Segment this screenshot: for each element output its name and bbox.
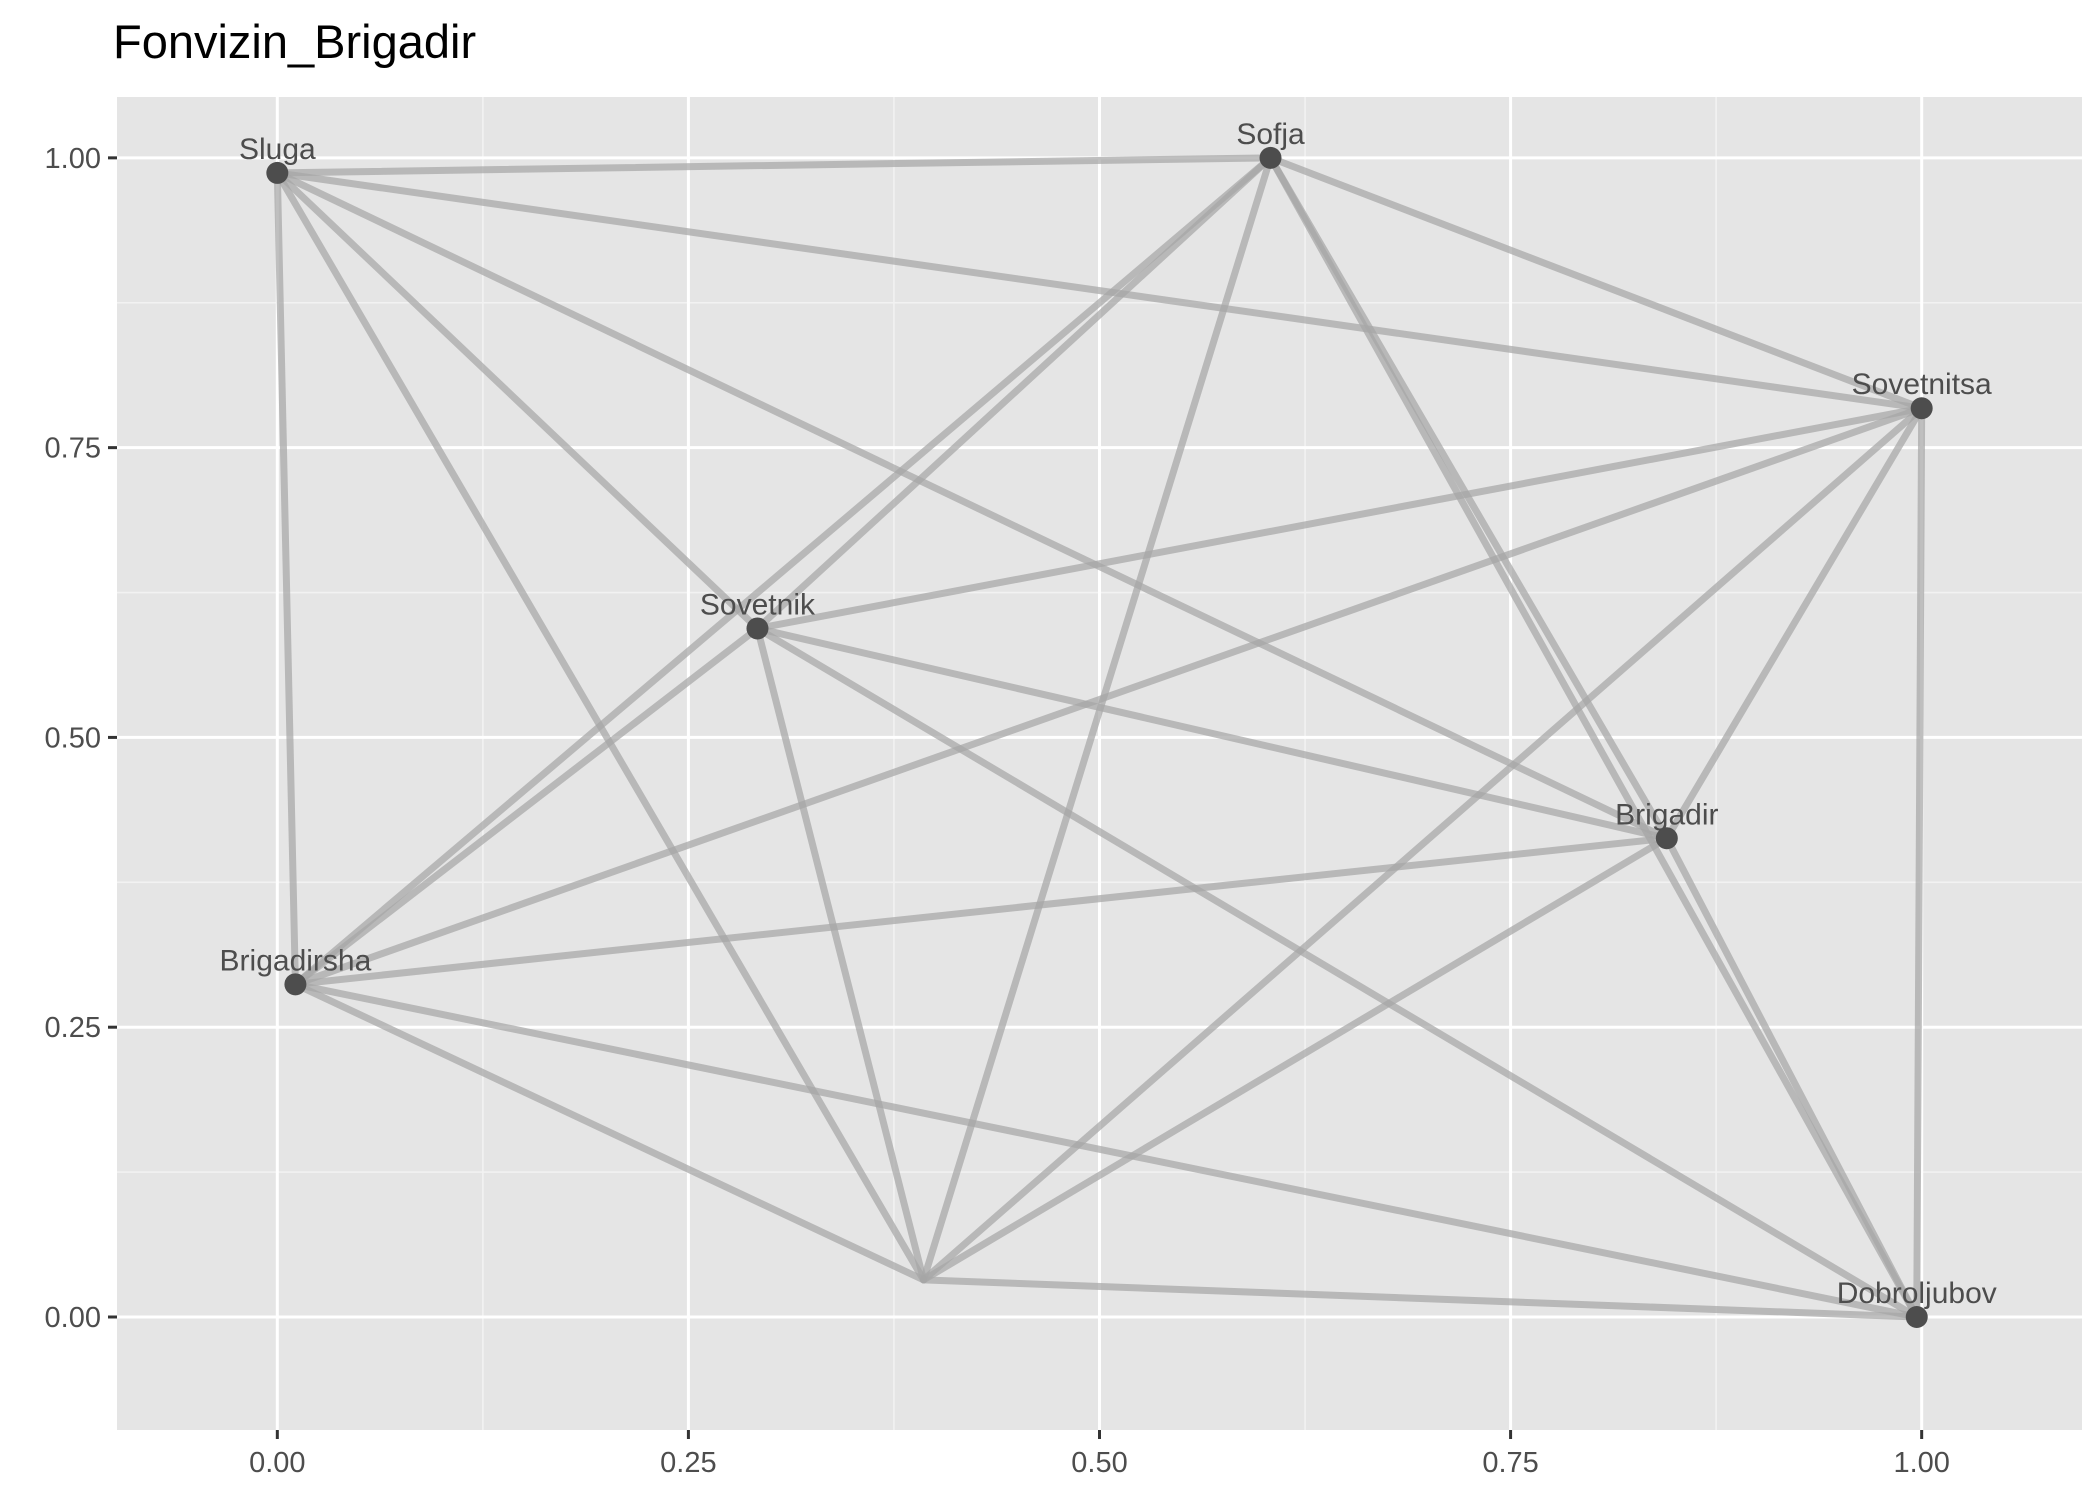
edge-sovetnitsa-brigadirsha [291, 404, 1926, 988]
edge-sovetnik-dobroljubov [753, 624, 1921, 1321]
edges-layer [273, 154, 1926, 1321]
edge-brigadirsha-dobroljubov [291, 980, 1921, 1321]
node-brigadirsha [284, 973, 307, 996]
node-label-brigadirsha: Brigadirsha [220, 944, 372, 977]
y-tick-label: 0.75 [45, 433, 101, 465]
edge-sovetnitsa-brigadir [1663, 404, 1926, 842]
edge-sluga-sofja [273, 154, 1275, 177]
node-label-dobroljubov: Dobroljubov [1837, 1277, 1997, 1310]
edge-sofja-sovetnitsa [1267, 154, 1926, 412]
edge-sofja-sovetnik [753, 154, 1275, 632]
edge-sovetnik-brigadirsha [291, 624, 761, 988]
edge-sofja-brigadirsha [291, 154, 1275, 988]
y-tick-label: 0.00 [45, 1302, 101, 1334]
node-dobroljubov [1905, 1305, 1928, 1328]
node-sovetnik [746, 617, 769, 640]
edge-sluga-sovetnik [273, 169, 761, 632]
edge-sluga-brigadirsha [273, 169, 299, 988]
x-tick-label: 1.00 [1893, 1447, 1949, 1479]
node-sofja [1259, 146, 1282, 169]
y-axis: 0.00 0.25 0.50 0.75 1.00 [45, 143, 117, 1334]
edge-dobroljubov-unnamed [920, 1276, 1921, 1321]
node-label-sluga: Sluga [239, 133, 316, 166]
y-tick-label: 1.00 [45, 143, 101, 175]
edge-sofja-dobroljubov [1267, 154, 1921, 1321]
y-tick-label: 0.25 [45, 1012, 101, 1044]
node-label-sofja: Sofja [1236, 118, 1305, 151]
edge-brigadir-unnamed [920, 834, 1671, 1284]
edge-sluga-brigadir [273, 169, 1671, 842]
y-tick-label: 0.50 [45, 722, 101, 754]
x-tick-label: 0.50 [1071, 1447, 1127, 1479]
edge-brigadir-brigadirsha [291, 834, 1671, 988]
edge-sovetnitsa-dobroljubov [1913, 404, 1926, 1321]
node-label-sovetnik: Sovetnik [700, 588, 816, 621]
chart-title: Fonvizin_Brigadir [113, 15, 477, 68]
edge-sovetnik-brigadir [753, 624, 1671, 842]
nodes-layer [266, 146, 1933, 1328]
node-labels-layer: Sluga Sofja Sovetnitsa Sovetnik Brigadir Brig… [220, 118, 1997, 1310]
node-label-sovetnitsa: Sovetnitsa [1852, 368, 1992, 401]
node-sovetnitsa [1910, 397, 1933, 420]
node-sluga [266, 161, 289, 184]
edge-sofja-unnamed [920, 154, 1275, 1284]
x-axis: 0.00 0.25 0.50 0.75 1.00 [249, 1430, 1950, 1479]
edge-brigadirsha-unnamed [291, 980, 928, 1284]
edge-sovetnitsa-sovetnik [753, 404, 1926, 632]
node-label-brigadir: Brigadir [1615, 798, 1718, 831]
x-tick-label: 0.25 [660, 1447, 716, 1479]
x-tick-label: 0.75 [1482, 1447, 1538, 1479]
edge-sluga-sovetnitsa [273, 169, 1926, 412]
edge-sovetnik-unnamed [753, 624, 928, 1284]
edge-sovetnitsa-unnamed [920, 404, 1926, 1284]
node-brigadir [1655, 827, 1678, 850]
edge-brigadir-dobroljubov [1663, 834, 1921, 1321]
x-tick-label: 0.00 [249, 1447, 305, 1479]
